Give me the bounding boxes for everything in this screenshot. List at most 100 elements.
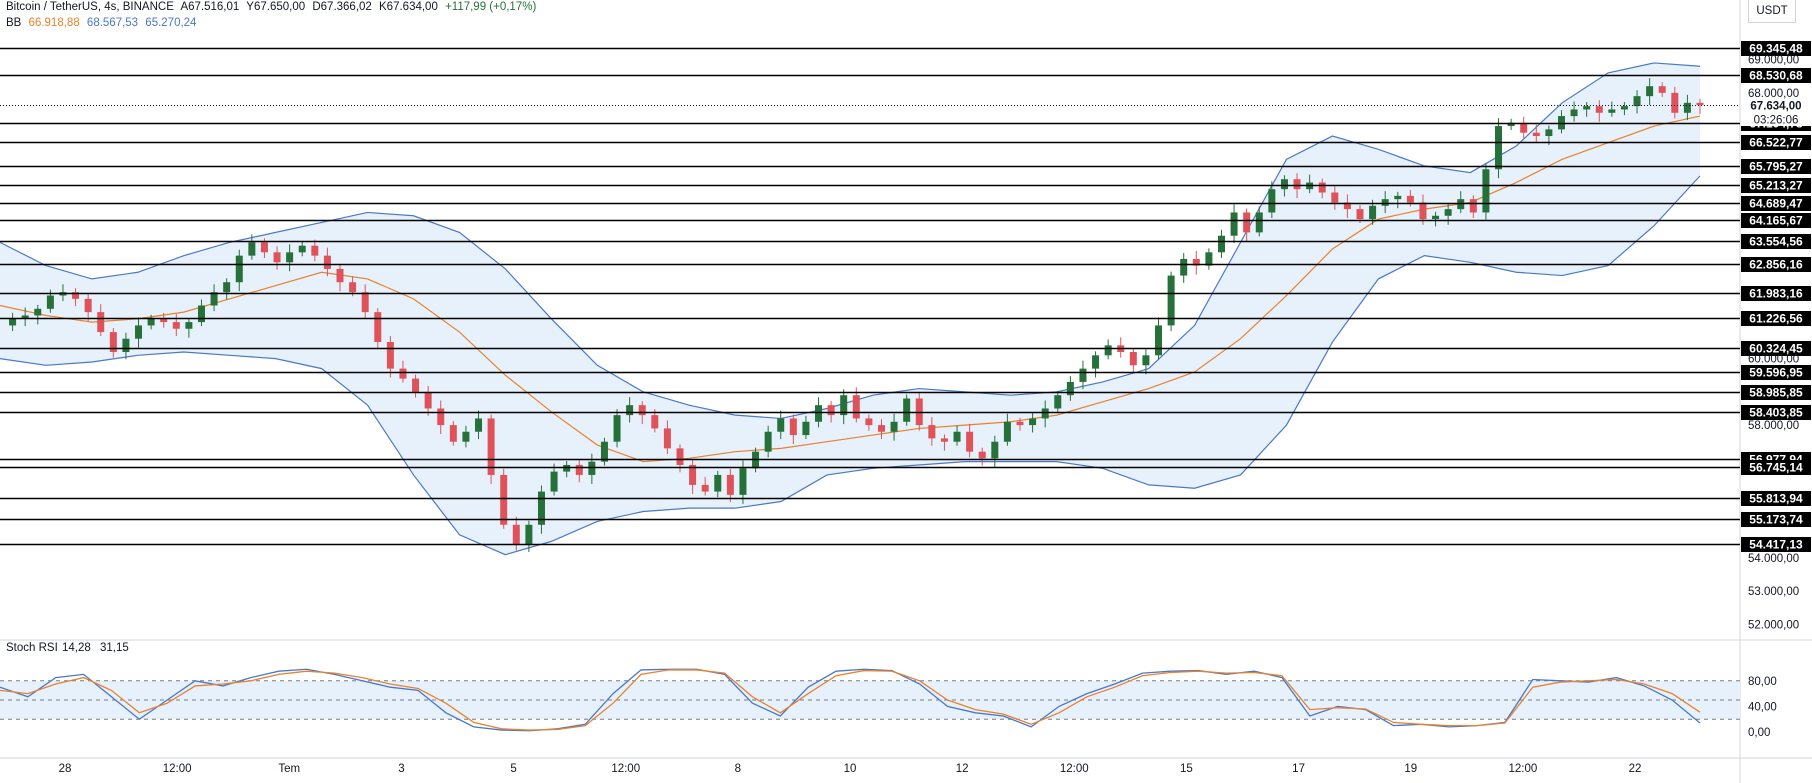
candle-body	[286, 252, 294, 263]
candle-body	[1683, 102, 1691, 113]
level-label-bg	[1741, 365, 1811, 380]
candle-body	[940, 438, 948, 442]
candle-body	[336, 268, 344, 283]
candle-body	[449, 425, 457, 442]
time-tick-label: 12:00	[1060, 763, 1089, 775]
candle-body	[512, 524, 520, 545]
candle-body	[978, 451, 986, 459]
candle-body	[1620, 106, 1628, 110]
stoch-d-value: 31,15	[100, 642, 129, 654]
candle-body	[865, 418, 873, 426]
candle-body	[34, 308, 42, 316]
candle-body	[1419, 202, 1427, 220]
candle-body	[1608, 109, 1616, 113]
candle-body	[588, 461, 596, 475]
level-label: 60.324,45	[1749, 342, 1803, 356]
candle-body	[349, 282, 357, 293]
candle-body	[210, 292, 218, 306]
time-tick-label: 17	[1292, 763, 1305, 775]
level-label-bg	[1741, 491, 1811, 506]
price-tick-label: 53.000,00	[1748, 586, 1799, 598]
candle-body	[1444, 209, 1452, 216]
level-label: 55.813,94	[1749, 492, 1803, 506]
candle-body	[1142, 355, 1150, 366]
level-label-bg	[1741, 405, 1811, 420]
time-tick-label: Tem	[278, 763, 300, 775]
level-label: 68.530,68	[1749, 69, 1803, 83]
price-tick-label: 60.000,00	[1748, 354, 1799, 366]
candle-body	[550, 471, 558, 492]
candle-body	[311, 245, 319, 256]
level-label-bg	[1741, 385, 1811, 400]
candle-body	[789, 418, 797, 436]
level-label: 61.983,16	[1749, 287, 1803, 301]
candle-body	[1583, 106, 1591, 110]
candle-body	[689, 464, 697, 485]
candle-body	[613, 415, 621, 442]
level-label: 64.165,67	[1749, 214, 1803, 228]
candle-body	[1230, 212, 1238, 236]
candle-body	[147, 318, 155, 326]
candle-body	[273, 252, 281, 263]
candle-body	[235, 255, 243, 283]
candle-body	[1570, 109, 1578, 117]
time-tick-label: 22	[1629, 763, 1642, 775]
candle-body	[197, 305, 205, 323]
candle-body	[1192, 258, 1200, 266]
candle-body	[714, 474, 722, 492]
candle-body	[1469, 199, 1477, 213]
time-tick-label: 12	[956, 763, 969, 775]
time-tick-label: 19	[1404, 763, 1417, 775]
candle-body	[827, 405, 835, 416]
ohlc-close: K67.634,00	[379, 1, 438, 13]
candle-body	[1381, 199, 1389, 206]
candle-body	[877, 425, 885, 432]
candle-body	[1671, 92, 1679, 113]
candle-body	[701, 484, 709, 492]
time-tick-label: 12:00	[611, 763, 640, 775]
candle-body	[1394, 195, 1402, 200]
candle-body	[1557, 116, 1565, 130]
candle-body	[1532, 132, 1540, 137]
bb-legend[interactable]: BB 66.918,88 68.567,53 65.270,24	[6, 17, 200, 29]
level-label: 69.345,48	[1749, 42, 1803, 56]
candle-body	[1696, 102, 1704, 105]
level-label-bg	[1741, 196, 1811, 211]
level-label: 58.403,85	[1749, 406, 1803, 420]
candle-body	[1633, 96, 1641, 107]
last-price-label: 67.634,00	[1750, 101, 1801, 113]
candle-body	[815, 405, 823, 422]
ohlc-high: Y67.650,00	[246, 1, 306, 13]
stoch-tick-label: 0,00	[1748, 727, 1770, 739]
candle-body	[1658, 86, 1666, 93]
candle-body	[475, 418, 483, 432]
candle-body	[298, 245, 306, 253]
bb-upper-line	[0, 62, 1701, 420]
candle-body	[726, 474, 734, 495]
candle-body	[135, 325, 143, 339]
candle-body	[500, 474, 508, 525]
level-label: 65.795,27	[1749, 160, 1803, 174]
candle-body	[437, 408, 445, 426]
candle-body	[1003, 421, 1011, 442]
level-label-bg	[1741, 537, 1811, 552]
level-label: 56.745,14	[1749, 461, 1803, 475]
price-tick-label: 54.000,00	[1748, 553, 1799, 565]
candle-body	[323, 255, 331, 269]
candle-body	[361, 292, 369, 313]
candle-body	[1180, 258, 1188, 276]
candle-body	[600, 441, 608, 462]
level-label-bg	[1741, 512, 1811, 527]
level-label: 65.213,27	[1749, 179, 1803, 193]
level-label: 64.689,47	[1749, 197, 1803, 211]
candle-body	[764, 431, 772, 452]
candle-body	[1016, 421, 1024, 426]
candle-body	[928, 425, 936, 439]
candle-body	[903, 398, 911, 422]
currency-button[interactable]: USDT	[1748, 0, 1796, 23]
candle-body	[1545, 129, 1553, 137]
time-tick-label: 10	[844, 763, 857, 775]
candle-body	[1495, 126, 1503, 170]
bb-mid-value: 66.918,88	[28, 17, 80, 29]
